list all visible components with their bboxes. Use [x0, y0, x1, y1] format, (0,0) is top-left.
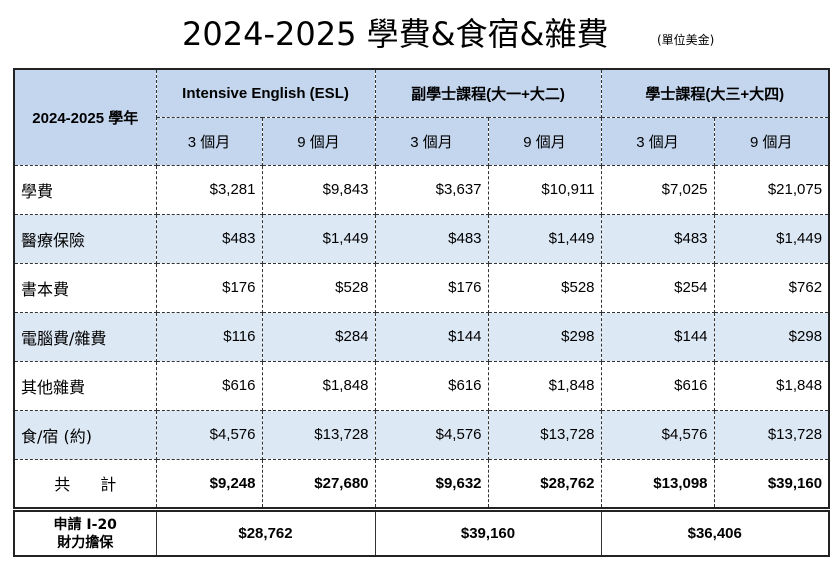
table-cell: $483 [374, 213, 489, 264]
table-cell: $176 [155, 262, 263, 313]
table-cell: $4,576 [155, 409, 263, 460]
table-cell: $116 [155, 311, 263, 362]
table-cell: $616 [155, 360, 263, 411]
table-cell: $762 [713, 262, 830, 313]
period-header: 9 個月 [713, 116, 830, 166]
table-cell: $4,576 [600, 409, 715, 460]
total-label-text: 共計 [54, 475, 147, 495]
total-cell: $28,762 [487, 458, 602, 509]
table-cell: $4,576 [374, 409, 489, 460]
program-header-esl: Intensive English (ESL) [155, 68, 376, 118]
table-cell: $1,848 [261, 360, 376, 411]
page-title: 2024-2025 學費&食宿&雜費 [182, 15, 609, 53]
table-cell: $13,728 [487, 409, 602, 460]
period-header: 9 個月 [487, 116, 602, 166]
i20-value-bachelor: $36,406 [600, 510, 830, 557]
i20-value-associate: $39,160 [374, 510, 602, 557]
table-cell: $3,637 [374, 164, 489, 215]
total-cell: $9,248 [155, 458, 263, 509]
table-cell: $298 [713, 311, 830, 362]
table-cell: $254 [600, 262, 715, 313]
table-row-room-board: 食/宿 (約) $4,576 $13,728 $4,576 $13,728 $4… [13, 409, 830, 460]
i20-value-esl: $28,762 [155, 510, 376, 557]
program-header-associate: 副學士課程(大一+大二) [374, 68, 602, 118]
title-area: 2024-2025 學費&食宿&雜費 (單位美金) [0, 8, 838, 60]
unit-note: (單位美金) [657, 33, 715, 47]
table-cell: $21,075 [713, 164, 830, 215]
table-cell: $13,728 [713, 409, 830, 460]
total-cell: $13,098 [600, 458, 715, 509]
table-cell: $616 [374, 360, 489, 411]
period-header: 3 個月 [155, 116, 263, 166]
academic-year-label: 2024-2025 學年 [13, 68, 157, 166]
table-row-tuition: 學費 $3,281 $9,843 $3,637 $10,911 $7,025 $… [13, 164, 830, 215]
total-cell: $9,632 [374, 458, 489, 509]
fee-table: 2024-2025 學年 Intensive English (ESL) 副學士… [13, 68, 831, 509]
table-cell: $144 [600, 311, 715, 362]
period-header: 3 個月 [600, 116, 715, 166]
table-row-misc: 其他雜費 $616 $1,848 $616 $1,848 $616 $1,848 [13, 360, 830, 411]
row-label: 電腦費/雜費 [13, 311, 157, 362]
table-cell: $176 [374, 262, 489, 313]
table-cell: $528 [261, 262, 376, 313]
table-cell: $1,449 [713, 213, 830, 264]
table-cell: $483 [155, 213, 263, 264]
i20-label-line2: 財力擔保 [57, 534, 114, 551]
table-cell: $298 [487, 311, 602, 362]
table-cell: $1,449 [261, 213, 376, 264]
table-row-insurance: 醫療保險 $483 $1,449 $483 $1,449 $483 $1,449 [13, 213, 830, 264]
period-header: 9 個月 [261, 116, 376, 166]
i20-table: 申請 I-20 財力擔保 $28,762 $39,160 $36,406 [13, 510, 830, 557]
table-row-books: 書本費 $176 $528 $176 $528 $254 $762 [13, 262, 830, 313]
table-cell: $1,449 [487, 213, 602, 264]
total-label: 共計 [13, 458, 157, 509]
table-cell: $3,281 [155, 164, 263, 215]
header-row-programs: 2024-2025 學年 Intensive English (ESL) 副學士… [13, 68, 830, 166]
table-cell: $9,843 [261, 164, 376, 215]
row-label: 學費 [13, 164, 157, 215]
header-row-periods: 3 個月 9 個月 3 個月 9 個月 3 個月 9 個月 [14, 116, 830, 166]
table-cell: $616 [600, 360, 715, 411]
table-cell: $1,848 [487, 360, 602, 411]
row-label: 其他雜費 [13, 360, 157, 411]
table-cell: $483 [600, 213, 715, 264]
table-cell: $1,848 [713, 360, 830, 411]
table-row-total: 共計 $9,248 $27,680 $9,632 $28,762 $13,098… [13, 458, 830, 509]
table-cell: $144 [374, 311, 489, 362]
table-cell: $284 [261, 311, 376, 362]
table-cell: $7,025 [600, 164, 715, 215]
table-cell: $528 [487, 262, 602, 313]
i20-label: 申請 I-20 財力擔保 [13, 510, 157, 557]
total-cell: $27,680 [261, 458, 376, 509]
table-cell: $10,911 [487, 164, 602, 215]
period-header: 3 個月 [374, 116, 489, 166]
row-label: 食/宿 (約) [13, 409, 157, 460]
row-label: 醫療保險 [13, 213, 157, 264]
i20-row: 申請 I-20 財力擔保 $28,762 $39,160 $36,406 [13, 510, 830, 557]
row-label: 書本費 [13, 262, 157, 313]
program-header-bachelor: 學士課程(大三+大四) [600, 68, 830, 118]
total-cell: $39,160 [713, 458, 830, 509]
i20-label-line1: 申請 I-20 [53, 516, 117, 533]
table-cell: $13,728 [261, 409, 376, 460]
table-row-computer: 電腦費/雜費 $116 $284 $144 $298 $144 $298 [13, 311, 830, 362]
